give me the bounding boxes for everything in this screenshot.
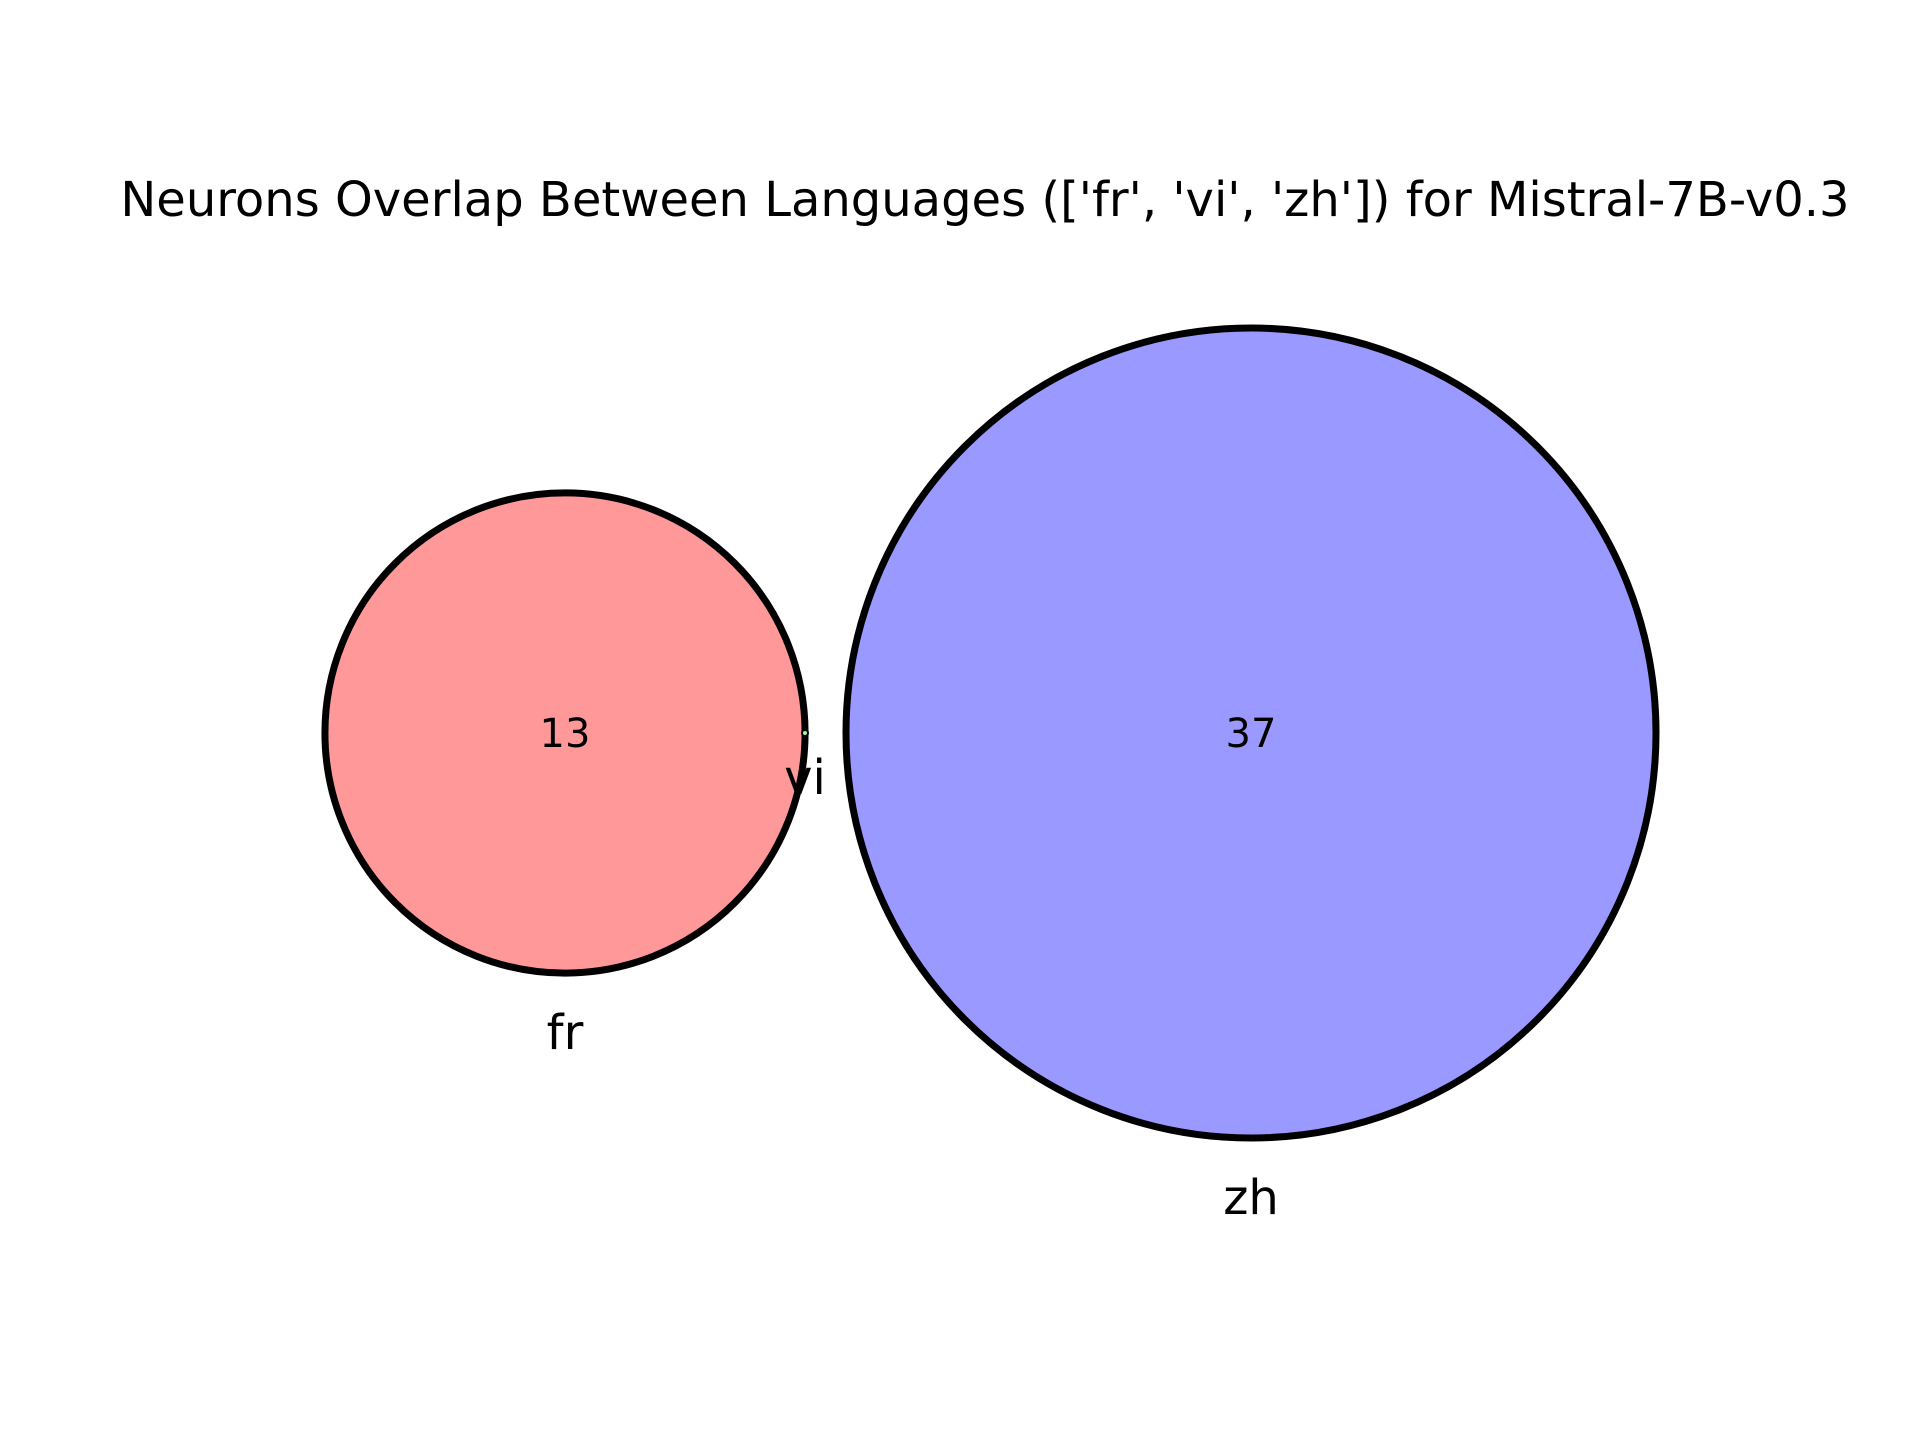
venn-region-labels: 13 37: [540, 711, 1277, 757]
set-label-vi: vi: [784, 750, 826, 806]
set-label-fr: fr: [547, 1005, 584, 1061]
region-label-zh: 37: [1226, 711, 1277, 757]
venn-circle-zh: [842, 324, 1660, 1142]
chart-title: Neurons Overlap Between Languages (['fr'…: [120, 172, 1849, 228]
venn-circle-vi: [801, 729, 809, 737]
set-label-zh: zh: [1223, 1170, 1279, 1226]
venn-set-labels: fr vi zh: [547, 750, 1279, 1226]
region-label-fr: 13: [540, 711, 591, 757]
venn-circles: [321, 324, 1660, 1142]
